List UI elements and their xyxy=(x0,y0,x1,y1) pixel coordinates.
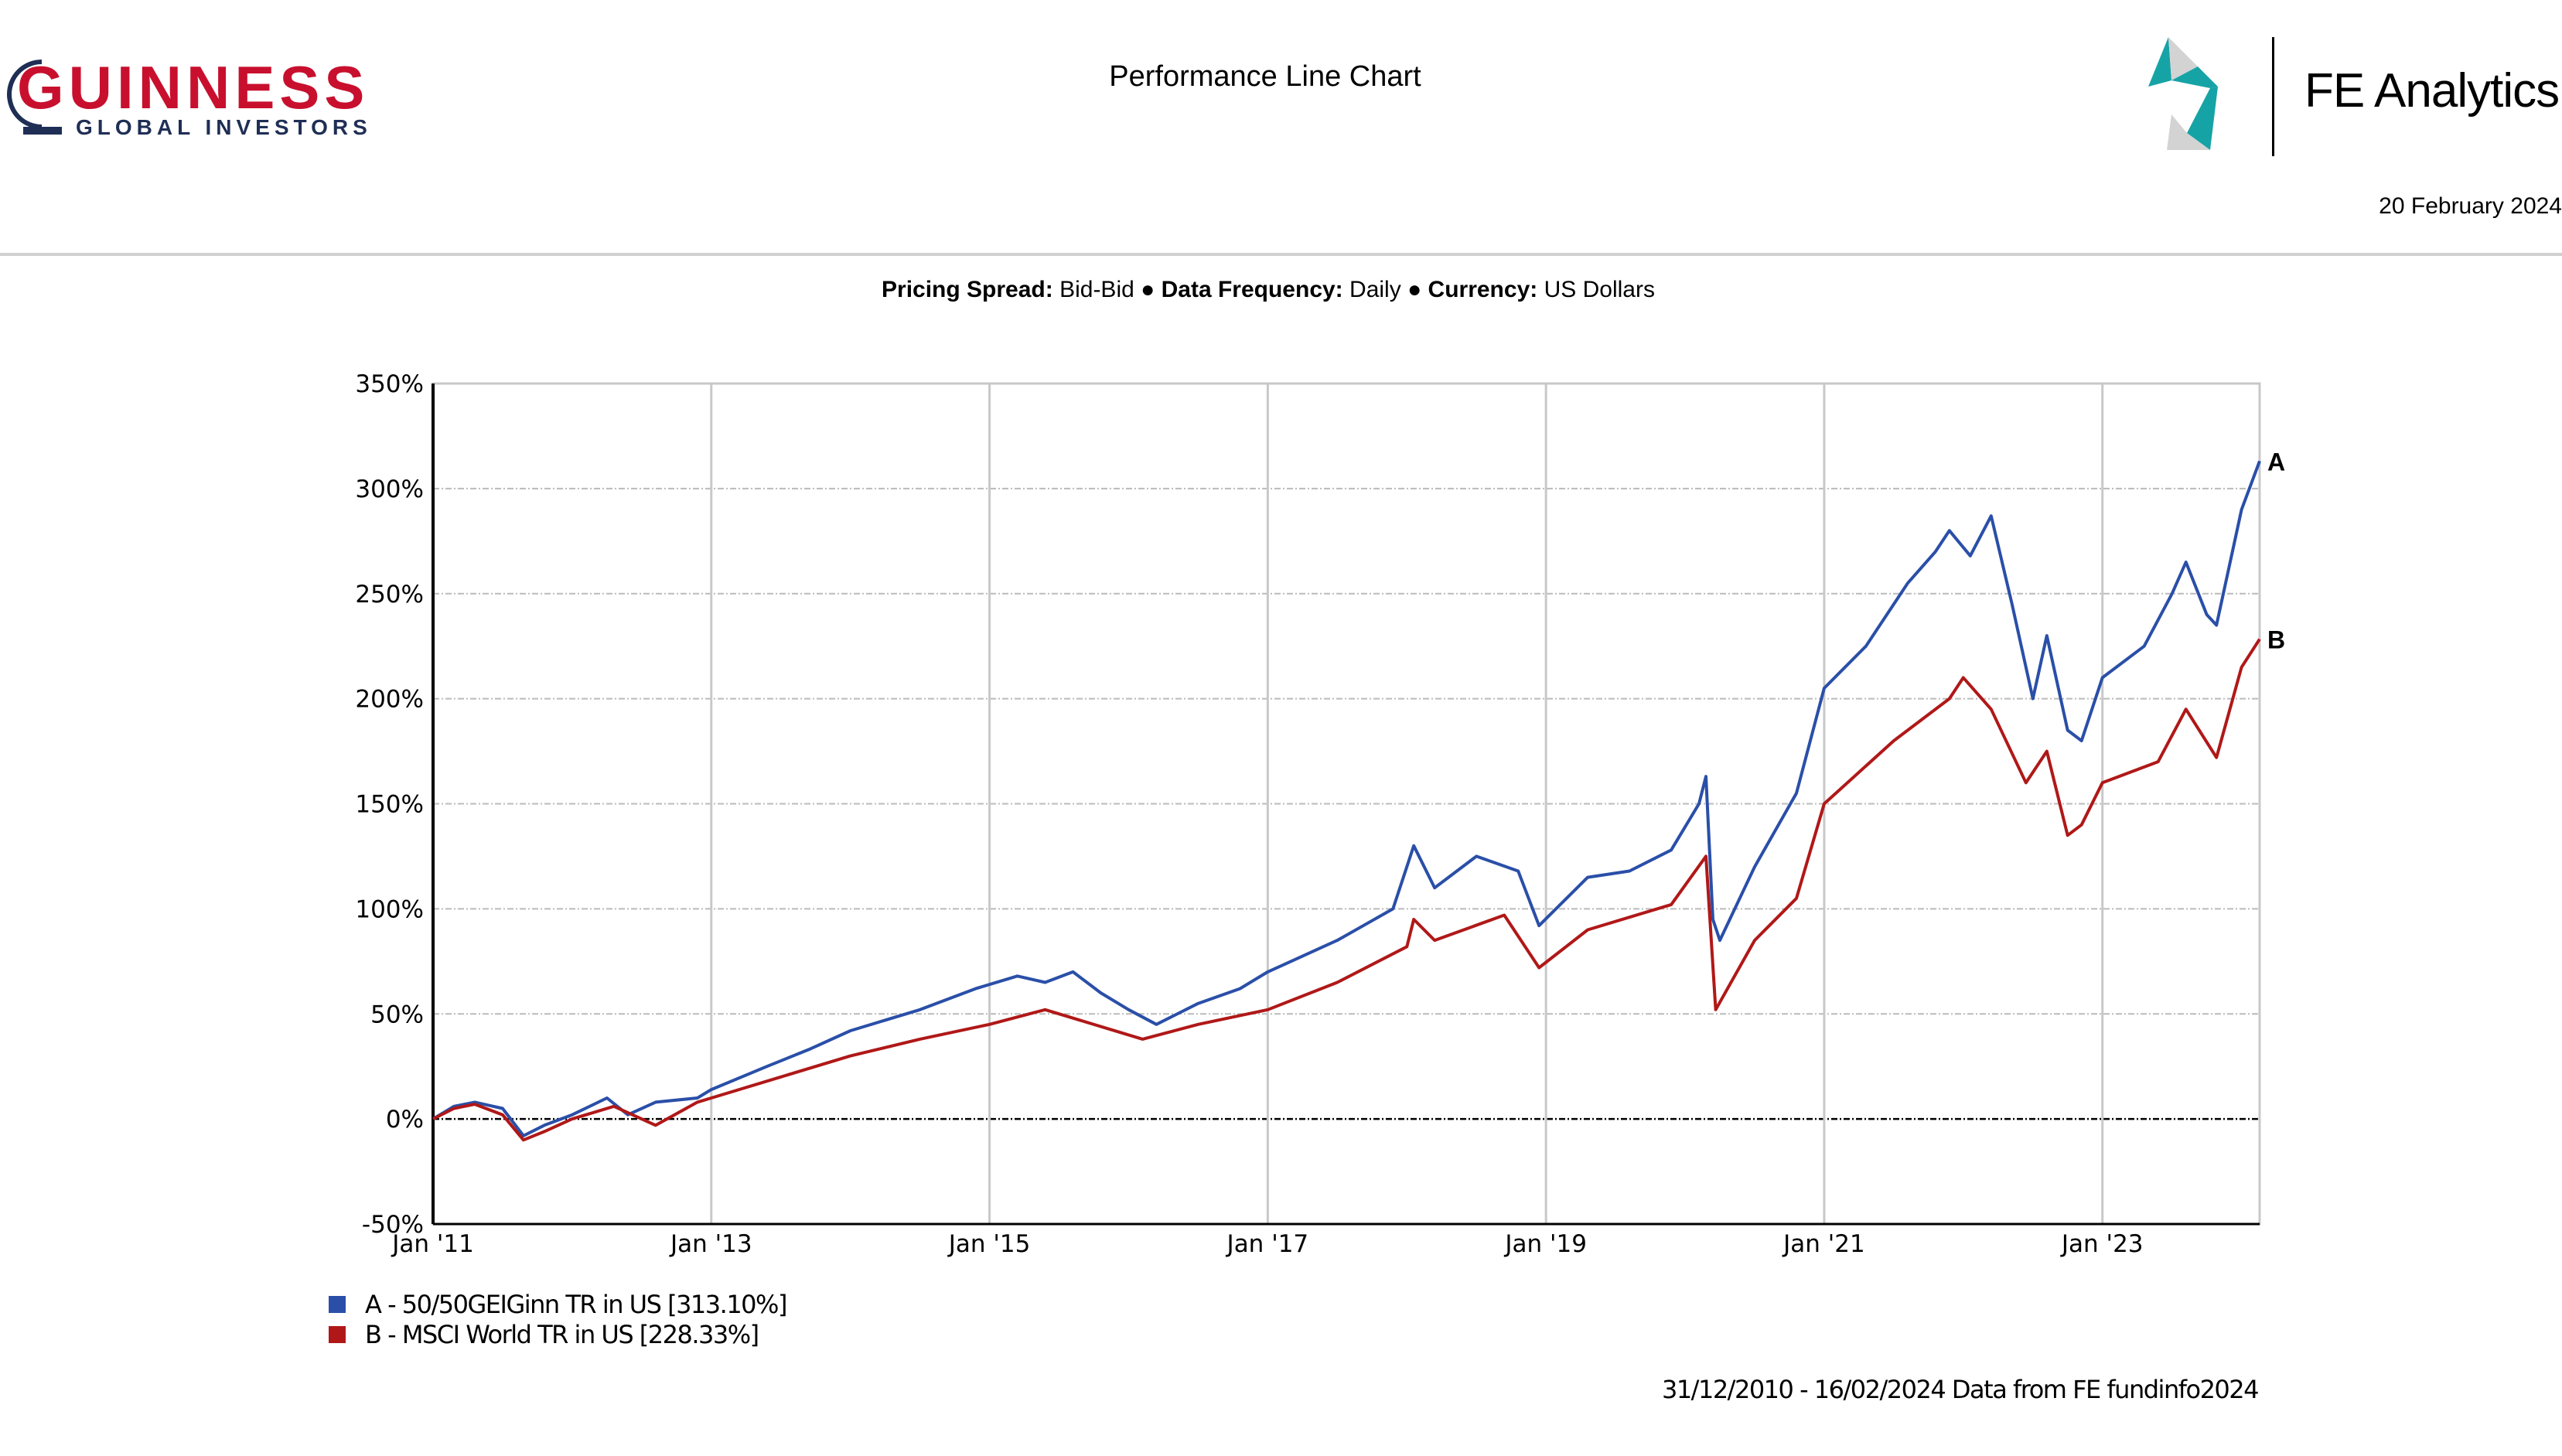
legend-item-b: B - MSCI World TR in US [228.33%] xyxy=(329,1320,759,1349)
x-tick-label: Jan '13 xyxy=(669,1230,752,1258)
series-end-label-a: A xyxy=(2267,448,2285,476)
currency-label: Currency: xyxy=(1428,277,1538,302)
legend-label-a: A - 50/50GEIGinn TR in US [313.10%] xyxy=(365,1290,787,1319)
series-line-a xyxy=(432,460,2261,1137)
series-line-b xyxy=(432,638,2261,1142)
frequency-label: Data Frequency: xyxy=(1161,277,1343,302)
x-tick-label: Jan '19 xyxy=(1503,1230,1587,1258)
brand-name: FE Analytics xyxy=(2304,64,2560,118)
header-divider xyxy=(0,253,2562,256)
bullet: ● xyxy=(1407,277,1422,302)
y-tick-label: -50% xyxy=(362,1211,424,1239)
svg-text:GLOBAL INVESTORS: GLOBAL INVESTORS xyxy=(76,115,370,139)
page-title: Performance Line Chart xyxy=(1109,60,1421,93)
y-tick-label: 50% xyxy=(370,1001,424,1028)
svg-text:GUINNESS: GUINNESS xyxy=(17,56,369,121)
legend-swatch-a xyxy=(329,1296,346,1313)
currency-value: US Dollars xyxy=(1544,277,1655,302)
x-tick-label: Jan '17 xyxy=(1226,1230,1309,1258)
x-tick-label: Jan '15 xyxy=(947,1230,1031,1258)
logo-divider xyxy=(2272,37,2274,156)
bullet: ● xyxy=(1141,277,1155,302)
data-source-note: 31/12/2010 - 16/02/2024 Data from FE fun… xyxy=(1661,1375,2260,1404)
legend-item-a: A - 50/50GEIGinn TR in US [313.10%] xyxy=(329,1290,787,1319)
x-tick-label: Jan '11 xyxy=(391,1230,474,1258)
legend-swatch-b xyxy=(329,1326,346,1343)
report-date: 20 February 2024 xyxy=(2379,193,2562,219)
y-tick-label: 200% xyxy=(355,686,424,714)
y-tick-label: 150% xyxy=(355,791,424,819)
y-tick-label: 100% xyxy=(355,895,424,923)
y-tick-label: 0% xyxy=(386,1106,424,1134)
y-tick-label: 300% xyxy=(355,476,424,503)
guinness-logo: GUINNESS GLOBAL INVESTORS xyxy=(7,56,370,139)
frequency-value: Daily xyxy=(1349,277,1401,302)
spread-label: Pricing Spread: xyxy=(882,277,1053,302)
x-tick-label: Jan '21 xyxy=(1782,1230,1865,1258)
legend-label-b: B - MSCI World TR in US [228.33%] xyxy=(365,1320,759,1349)
chart-settings: Pricing Spread: Bid-Bid ● Data Frequency… xyxy=(0,277,2536,303)
y-tick-label: 350% xyxy=(355,370,424,398)
y-tick-label: 250% xyxy=(355,581,424,609)
series-end-label-b: B xyxy=(2267,626,2285,654)
spread-value: Bid-Bid xyxy=(1059,277,1134,302)
fe-analytics-logo-icon xyxy=(2148,37,2218,150)
x-tick-label: Jan '23 xyxy=(2060,1230,2144,1258)
